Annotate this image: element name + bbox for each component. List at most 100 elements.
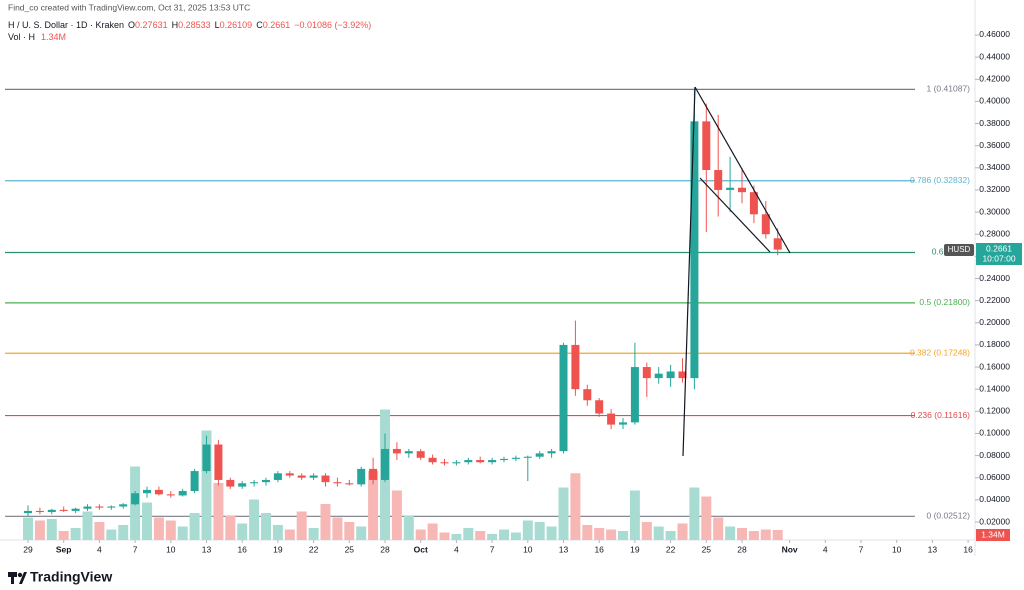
volume-bar <box>142 502 152 540</box>
candle-body <box>738 187 746 193</box>
candle-body <box>381 448 389 480</box>
volume-bar <box>225 516 236 540</box>
volume-bar <box>237 523 248 540</box>
volume-bar <box>677 523 688 540</box>
volume-bar <box>558 487 569 540</box>
x-tick-label: 10 <box>166 544 176 554</box>
y-tick-label: 0.34000 <box>979 162 1010 172</box>
volume-bar <box>320 504 331 540</box>
volume-bar <box>177 526 188 540</box>
x-tick-label: 13 <box>559 544 569 554</box>
volume-bar <box>510 532 521 540</box>
volume-bar <box>737 528 747 540</box>
ticker-tag <box>944 244 974 256</box>
ticker: HUSD <box>948 245 971 254</box>
volume-bar <box>82 511 93 540</box>
last-price: 0.2661 <box>986 243 1012 253</box>
c-value: 0.2661 <box>263 20 291 30</box>
y-tick-label: 0.32000 <box>979 184 1010 194</box>
candle-body <box>452 462 461 464</box>
x-tick-label: 25 <box>345 544 355 554</box>
l-key: L <box>215 20 220 30</box>
y-tick-label: 0.06000 <box>979 472 1010 482</box>
volume-bar <box>487 534 498 540</box>
x-tick-label: 16 <box>594 544 604 554</box>
fib-label: 0.382 (0.17248) <box>910 347 970 357</box>
y-tick-label: 0.30000 <box>979 206 1010 216</box>
volume-bar <box>403 516 414 540</box>
volume-bar <box>629 490 640 540</box>
volume-bar <box>641 522 652 540</box>
volume-bar <box>665 531 676 540</box>
vol-line: Vol · H 1.34M <box>8 32 66 42</box>
candle-body <box>666 371 675 379</box>
y-tick-label: 0.46000 <box>979 29 1010 39</box>
candle-body <box>690 121 699 379</box>
volume-bar <box>427 523 438 540</box>
candle-body <box>773 238 782 250</box>
volume-bar <box>58 531 69 540</box>
logo: TradingView <box>30 569 112 585</box>
y-tick-label: 0.14000 <box>979 383 1010 393</box>
candle-body <box>583 389 592 401</box>
volume-bar <box>606 529 617 540</box>
y-tick-label: 0.12000 <box>979 406 1010 416</box>
l-value: 0.26109 <box>220 20 253 30</box>
candle-body <box>559 344 568 452</box>
volume-bar <box>118 525 129 540</box>
volume-bar <box>748 531 759 540</box>
fib-label: 1 (0.41087) <box>927 84 971 94</box>
candle-body <box>214 444 223 480</box>
volume-bar <box>201 430 212 540</box>
volume-bar <box>153 517 164 540</box>
volume-bar <box>701 496 712 540</box>
volume-bar <box>689 487 700 540</box>
candle-body <box>595 400 604 414</box>
volume-bar <box>546 526 557 540</box>
axes: 0.02000 0.04000 0.06000 0.08000 0.10000 0.120… <box>23 29 1010 554</box>
volume-bar <box>463 528 474 540</box>
volume-bar <box>106 529 117 540</box>
candle-body <box>500 458 508 461</box>
candle-body <box>619 422 627 425</box>
o-key: O <box>128 20 135 30</box>
candle-body <box>131 493 140 505</box>
volume-bar <box>165 520 176 540</box>
fib-label: 0 (0.02512) <box>927 511 971 521</box>
x-tick-label: 13 <box>202 544 212 554</box>
volume-bar <box>94 522 105 540</box>
credit: Find_co created with TradingView.com, Oc… <box>8 2 250 12</box>
h-key: H <box>172 20 179 30</box>
y-tick-label: 0.04000 <box>979 494 1010 504</box>
candle-body <box>24 510 32 514</box>
c-key: C <box>256 20 263 30</box>
volume-bar <box>368 471 379 540</box>
y-tick-label: 0.10000 <box>979 428 1010 438</box>
candle-body <box>547 451 556 454</box>
volume-bar <box>760 529 771 540</box>
o-value: 0.27631 <box>135 20 168 30</box>
x-tick-label: 16 <box>963 544 973 554</box>
candle-body <box>369 468 378 480</box>
candle-body <box>392 448 401 454</box>
volume-bar <box>284 529 295 540</box>
ohlc-line: H / U. S. Dollar · 1D · Kraken O0.27631 H0… <box>8 20 371 30</box>
candle-body <box>476 460 485 463</box>
y-tick-label: 0.18000 <box>979 339 1010 349</box>
y-tick-label: 0.36000 <box>979 140 1010 150</box>
candle-body <box>202 444 211 472</box>
volume-bar <box>451 534 462 540</box>
candle-body <box>428 457 437 463</box>
x-tick-label: Nov <box>782 544 798 554</box>
candle-body <box>59 509 68 511</box>
volume-bar <box>499 529 509 540</box>
volume-bar <box>356 526 367 540</box>
price-tag <box>976 243 1022 265</box>
candle-body <box>178 491 187 496</box>
volume-bar <box>618 531 628 540</box>
x-tick-label: 4 <box>454 544 459 554</box>
volume-bar <box>34 520 45 540</box>
candle-body <box>607 413 616 425</box>
vol-tag <box>976 529 1010 541</box>
